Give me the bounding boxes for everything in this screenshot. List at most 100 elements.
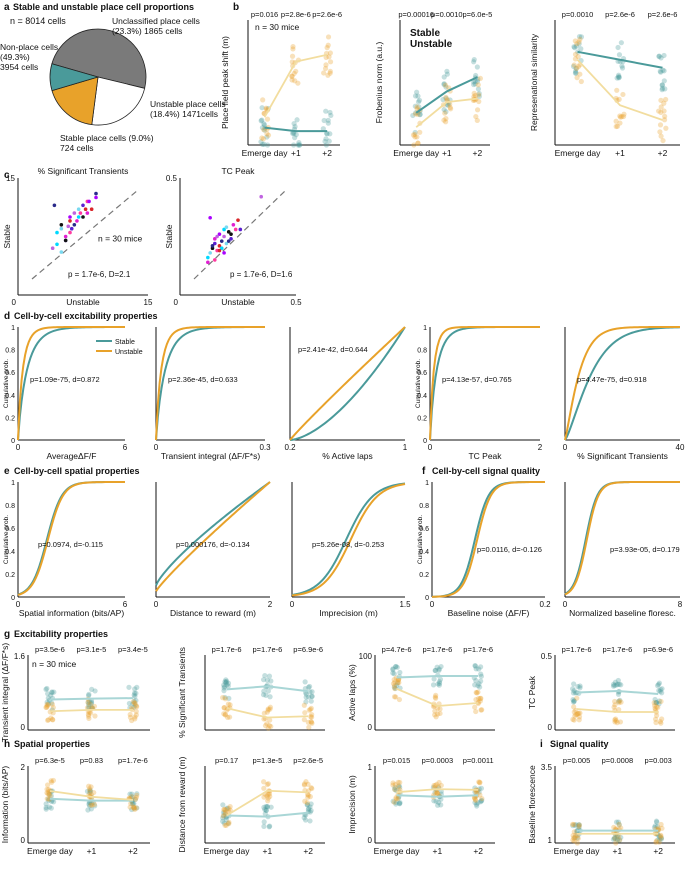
panel-c2-point	[206, 260, 210, 265]
panel-b1-point	[296, 139, 302, 146]
panel-h3-point	[390, 798, 396, 804]
panel-g1-point	[86, 713, 92, 719]
panel-g4-point	[654, 712, 660, 719]
panel-e2-cdf-stable	[155, 481, 271, 586]
panel-b3-point	[616, 52, 623, 58]
panel-b2-point	[472, 92, 478, 99]
panel-g1-point	[89, 686, 95, 692]
panel-g3-point	[433, 714, 439, 720]
panel-h2-point	[222, 806, 228, 813]
panel-c2-ylabel: Stable	[164, 224, 174, 248]
panel-b3-point	[658, 104, 664, 110]
panel-i1-point	[657, 836, 663, 843]
panel-g3-point	[478, 707, 484, 713]
panel-letter-f: f	[422, 466, 426, 477]
panel-b3-point	[576, 39, 582, 45]
panel-g2-point	[220, 695, 226, 701]
panel-h2-point	[264, 804, 270, 810]
panel-g2-point	[261, 688, 267, 694]
panel-c1-point	[85, 211, 90, 215]
panel-b1-point	[291, 130, 297, 137]
panel-g3-point	[473, 677, 479, 684]
panel-g1-point	[45, 702, 51, 708]
panel-g1-point	[86, 703, 92, 710]
panel-g4-point	[614, 682, 620, 688]
panel-b3-point	[578, 78, 584, 85]
panel-g2-point	[301, 717, 307, 723]
panel-d2-xtick-start: 0	[154, 443, 159, 452]
panel-g1-point	[44, 704, 50, 710]
legend-d-stable: Stable	[115, 339, 135, 346]
panel-g4-point	[610, 681, 617, 688]
panel-g2-point	[309, 693, 315, 699]
panel-b3-ylabel: Represenational similarity	[529, 33, 539, 131]
panel-b1-point	[260, 136, 267, 142]
panel-b2-point	[443, 115, 449, 122]
panel-b1-point	[293, 68, 299, 74]
panel-b2-point	[415, 99, 422, 105]
panel-g3-point	[432, 708, 438, 714]
panel-g1-point	[133, 697, 139, 704]
panel-h1-point	[88, 802, 94, 808]
panel-i1-point	[653, 838, 660, 844]
panel-g4-point	[611, 704, 617, 710]
panel-g3-point	[436, 667, 442, 673]
panel-g4-point	[612, 717, 618, 723]
panel-g4-point	[612, 682, 618, 689]
panel-h3-ylabel: Imprecision (m)	[347, 775, 357, 834]
panel-b2-point	[471, 90, 477, 96]
panel-i1-point	[612, 835, 618, 842]
panel-b1-line-unstable	[263, 53, 328, 118]
panel-c2-point	[222, 234, 226, 239]
panel-d1-cum-label: Cumulative prob.	[3, 359, 10, 408]
panel-b3-point	[657, 68, 663, 74]
panel-c1-point	[94, 195, 98, 200]
panel-g3-point	[473, 697, 479, 703]
panel-h2-point	[309, 785, 315, 792]
panel-g2-point	[309, 712, 315, 718]
panel-g4-point	[654, 683, 661, 689]
panel-g2-point	[268, 678, 274, 684]
panel-g4-point	[612, 698, 618, 705]
panel-g2-point	[309, 720, 315, 726]
panel-i1-point	[616, 822, 622, 828]
panel-letter-b: b	[233, 2, 239, 13]
panel-h2-point	[268, 804, 274, 810]
panel-g4-point	[616, 707, 622, 713]
panel-h2-point	[224, 805, 230, 811]
panel-i1-point	[658, 832, 664, 838]
panel-h3-point	[472, 799, 478, 806]
panel-b1-pval-0: p=0.016	[251, 10, 278, 19]
panel-g2-pval-0: p=1.7e-6	[212, 645, 242, 654]
panel-h1-point	[134, 792, 140, 798]
panel-b1-point	[325, 42, 331, 48]
panel-h3-point	[475, 800, 481, 806]
panel-h2-point	[227, 804, 233, 810]
panel-h3-point	[395, 796, 401, 802]
panel-b3-point	[616, 96, 622, 102]
panel-b2-point	[442, 82, 449, 88]
panel-g3-point	[395, 677, 401, 683]
panel-b3-point	[576, 41, 582, 47]
pie-slice-2	[51, 76, 99, 126]
panel-h3-point	[434, 781, 440, 787]
panel-b3-point	[614, 123, 621, 129]
panel-h1-point	[132, 796, 139, 802]
panel-i1-pval-0: p=0.005	[563, 756, 590, 765]
panel-h3-point	[390, 780, 396, 786]
panel-g3-point	[433, 695, 439, 701]
panel-h2-point	[265, 795, 271, 801]
panel-g1-point	[133, 690, 139, 696]
pie-label-unclassified: (23.3%) 1865 cells	[112, 26, 182, 36]
panel-c2-point	[222, 227, 226, 232]
panel-h2-point	[303, 817, 309, 823]
panel-i-title: Signal quality	[550, 739, 609, 749]
panel-g4-point	[577, 685, 583, 691]
panel-g2-point	[223, 677, 229, 683]
panel-g4-point	[618, 682, 624, 688]
panel-c1-point	[68, 215, 72, 219]
panel-g2-pval-1: p=1.7e-6	[252, 645, 282, 654]
panel-h1-point	[129, 801, 136, 807]
panel-b1-xtick-label: +2	[322, 148, 332, 158]
panel-g3-point	[436, 682, 442, 688]
